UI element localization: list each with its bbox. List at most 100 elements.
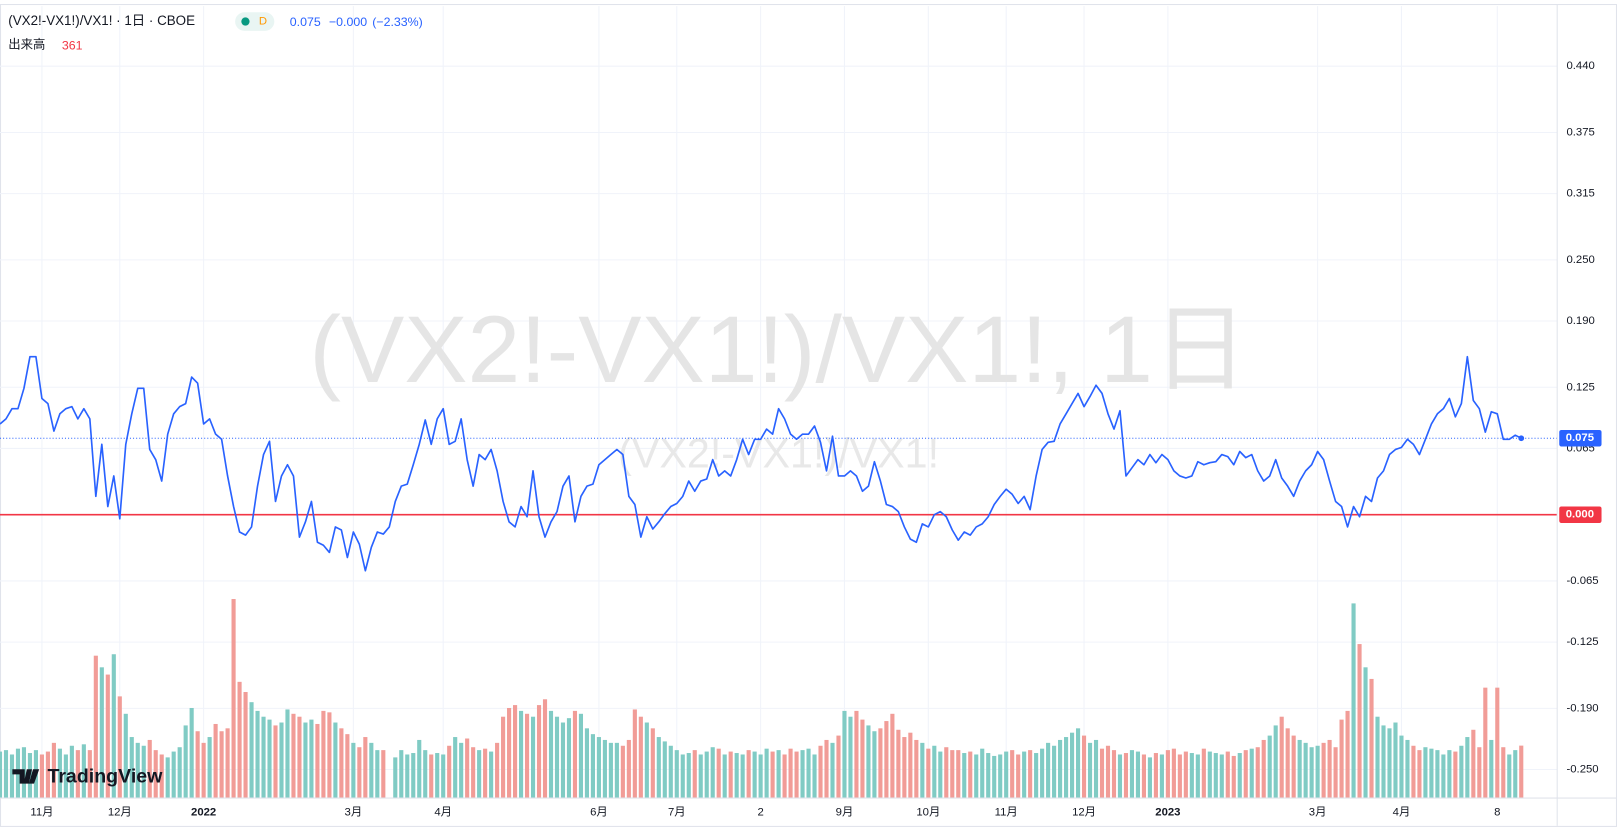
volume-bar [614,742,619,799]
plot [0,355,1558,572]
volume-bar [698,754,703,799]
volume-bar [1177,754,1182,799]
volume-bar [189,707,194,799]
volume-bar [1441,754,1446,799]
volume-bar [752,751,757,799]
volume-bar [818,745,823,799]
volume-bar [668,745,673,799]
volume-bar [908,732,913,799]
volume-bar [644,722,649,799]
volume-bar [1387,728,1392,799]
x-tick-label: 12月 [1072,807,1096,819]
volume-bar [1417,750,1422,799]
volume-bar [513,705,518,799]
volume-bar [1040,748,1045,799]
y-tick-label: 0.440 [1566,60,1594,72]
volume-bar [602,739,607,799]
x-tick-label: 4月 [434,807,452,819]
volume-bar [3,750,9,799]
volume-bar [956,750,961,799]
volume-bar [417,739,422,799]
volume-bar [1081,735,1087,799]
volume-bar [1255,747,1260,799]
volume-bar [333,722,338,799]
y-tick-label: 0.315 [1566,188,1594,200]
volume-bar [764,748,769,799]
volume-bar [872,731,877,799]
volume-bar [1405,739,1410,799]
volume-bar [489,751,494,799]
volume-bar [471,747,476,799]
volume-bar [219,731,224,799]
volume-bar [584,728,590,799]
volume-bar [560,722,566,799]
volume-bar [1093,739,1099,799]
volume-bar [105,674,110,799]
volume-bar [950,750,955,799]
volume-bar [1321,742,1326,799]
volume-bar [896,729,901,799]
volume-bar [1153,753,1158,799]
volume-bar [1087,742,1093,799]
volume-bar [1135,751,1141,799]
volume-bar [722,754,727,799]
volume-bar [518,710,524,799]
volume-bar [992,755,997,799]
volume-bar [1333,747,1338,799]
volume-bar [1297,739,1302,799]
volume-bar [1046,742,1051,799]
x-tick-label: 2023 [1155,807,1180,819]
interval-badge[interactable]: D [259,16,267,28]
volume-bar [1123,753,1129,799]
volume-bar [207,737,212,799]
volume-bar [369,742,374,799]
y-tick-label: 0.190 [1566,315,1594,327]
volume-bar [776,750,781,799]
logo[interactable]: TradingView [12,766,163,788]
volume-bar [93,655,98,799]
volume-bar [45,751,50,799]
volume-bar [99,667,104,799]
volume-bar [1303,742,1308,799]
x-tick-label: 10月 [916,807,940,819]
volume-bar [351,742,356,799]
volume-bar [800,750,805,799]
volume-bar [297,716,302,799]
volume-bar [1435,750,1440,799]
volume-bar [339,728,344,799]
volume-bar [57,748,62,799]
volume-bar [411,753,416,799]
volume-bar [932,745,937,799]
volume-bar [1243,750,1248,799]
volume-bar [1459,745,1464,799]
volume-bar [177,747,182,799]
volume-bar [578,713,584,799]
volume-bar [117,696,122,799]
volume-bar [854,710,859,799]
volume-bar [758,754,763,799]
volume-bar [704,751,709,799]
volume-bars [0,599,1524,799]
volume-bar [638,716,643,799]
y-tick-label: 0.250 [1566,254,1594,266]
volume-bar [345,734,350,799]
x-tick-label: 12月 [108,807,132,819]
volume-bar [405,754,410,799]
volume-bar [728,751,733,799]
volume-bar [830,742,835,799]
volume-bar [938,751,943,799]
volume-bar [572,710,578,799]
volume-bar [183,725,188,799]
volume-bar [1129,750,1135,799]
volume-bar [1189,753,1194,799]
volume-bar [866,725,871,799]
volume-bar [944,747,949,799]
volume-bar [686,753,691,799]
volume-bar [429,754,434,799]
volume-bar [626,739,631,799]
volume-bar [656,737,661,799]
volume-bar [1249,748,1254,799]
volume-bar [1351,603,1356,799]
volume-bar [243,692,248,799]
volume-bar [1231,755,1236,799]
